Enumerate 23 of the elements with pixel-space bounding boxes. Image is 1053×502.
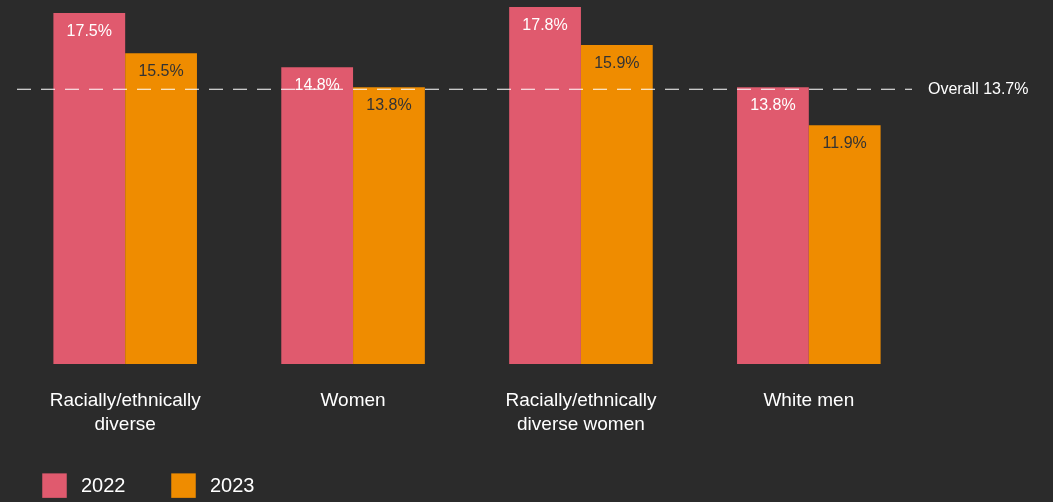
bar xyxy=(808,125,881,364)
legend-label: 2022 xyxy=(81,473,126,496)
data-label: 15.9% xyxy=(594,54,640,72)
data-label: 13.8% xyxy=(750,96,796,114)
bar xyxy=(53,13,126,364)
data-label: 17.8% xyxy=(522,16,568,33)
data-label: 17.5% xyxy=(66,22,112,40)
x-tick-label: Racially/ethnically diverse xyxy=(49,388,202,434)
bar xyxy=(353,87,425,364)
bar xyxy=(580,45,653,364)
bar xyxy=(737,87,809,364)
data-label: 11.9% xyxy=(822,134,867,152)
ref-line-label: Overall 13.7% xyxy=(928,80,1029,98)
x-tick-label: Racially/ethnically diverse women xyxy=(505,388,657,434)
bar xyxy=(509,7,581,364)
data-label: 14.8% xyxy=(294,76,340,94)
data-label: 15.5% xyxy=(138,62,184,80)
x-tick-label: Women xyxy=(320,388,386,410)
bar xyxy=(281,67,354,364)
bar xyxy=(125,53,197,364)
data-label: 13.8% xyxy=(366,96,412,114)
legend-label: 2023 xyxy=(210,473,255,496)
x-tick-label: White men xyxy=(763,388,855,410)
